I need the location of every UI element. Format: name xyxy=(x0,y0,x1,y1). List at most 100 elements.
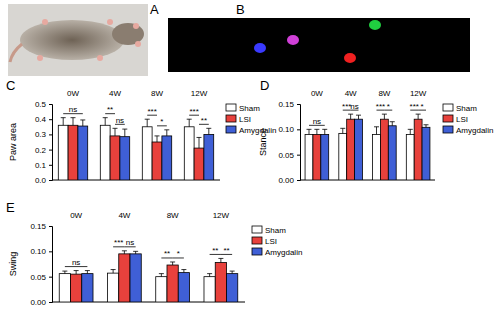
chart: D0.000.050.100.15Stance0W4W8W12Wns***ns*… xyxy=(258,78,493,185)
error-cap xyxy=(374,126,379,127)
tick-mark xyxy=(49,119,52,120)
error-stem xyxy=(350,114,351,119)
category-label: 8W xyxy=(378,89,390,98)
error-stem xyxy=(172,262,173,265)
significance-label: ns xyxy=(126,238,134,247)
error-cap xyxy=(356,115,361,116)
error-bar xyxy=(164,130,169,136)
bar xyxy=(130,254,141,302)
tick: 0.10 xyxy=(278,125,300,134)
tick: 0.4 xyxy=(35,115,52,124)
bar xyxy=(422,127,430,180)
error-stem xyxy=(384,114,385,119)
error-cap xyxy=(159,273,164,274)
significance-label: ns xyxy=(313,117,321,126)
error-bar xyxy=(181,270,186,273)
error-stem xyxy=(124,129,125,137)
error-cap xyxy=(390,121,395,122)
error-cap xyxy=(206,128,211,129)
bar xyxy=(313,134,321,180)
error-cap xyxy=(340,128,345,129)
error-stem xyxy=(73,118,74,126)
error-cap xyxy=(187,119,192,120)
bar xyxy=(156,277,167,302)
error-stem xyxy=(183,270,184,273)
error-stem xyxy=(209,274,210,277)
error-cap xyxy=(122,129,127,130)
significance-label: ns xyxy=(350,102,358,111)
significance-label: * xyxy=(160,117,163,126)
tick: 0.15 xyxy=(30,222,52,231)
bar xyxy=(68,125,78,180)
error-cap xyxy=(322,129,327,130)
tick-label: 0.3 xyxy=(35,130,47,139)
significance-label: * xyxy=(421,102,424,111)
bar xyxy=(58,125,68,180)
axis-title: Stance xyxy=(258,128,268,156)
axis-line xyxy=(49,105,53,181)
tick-mark xyxy=(297,129,300,130)
mouse-paw xyxy=(97,55,103,61)
tick: 0.3 xyxy=(35,130,52,139)
legend: ShamLSIAmygdalin xyxy=(252,226,302,257)
mouse-paw xyxy=(107,19,113,25)
tick-label: 0.4 xyxy=(35,115,47,124)
error-stem xyxy=(189,119,190,127)
tick-label: 0.2 xyxy=(35,146,47,155)
bar xyxy=(78,126,88,180)
error-stem xyxy=(410,129,411,134)
significance-label: ** xyxy=(223,246,229,255)
tick-mark xyxy=(297,155,300,156)
bar xyxy=(152,142,162,180)
figure: ABC0.00.10.20.30.40.5Paw area0W4W8W12Wns… xyxy=(0,0,500,331)
error-bar xyxy=(122,251,127,254)
bar xyxy=(178,273,189,302)
tick: 0.00 xyxy=(278,176,300,185)
tick-mark xyxy=(49,165,52,166)
bar xyxy=(194,148,204,180)
bar xyxy=(321,134,329,180)
significance-label: *** xyxy=(376,102,385,111)
bar xyxy=(406,134,414,180)
bar xyxy=(100,125,110,180)
error-bar xyxy=(322,129,327,134)
error-bar xyxy=(307,129,312,134)
bar xyxy=(339,133,347,180)
footprint xyxy=(287,35,299,45)
legend-label: Amygdalin xyxy=(456,126,493,135)
error-stem xyxy=(324,129,325,134)
legend-swatch xyxy=(252,248,262,255)
category-label: 0W xyxy=(70,211,82,220)
significance-label: ** xyxy=(212,246,218,255)
tick-mark xyxy=(49,104,52,105)
bar xyxy=(82,274,93,302)
legend: ShamLSIAmygdalin xyxy=(226,104,276,135)
error-bar xyxy=(85,271,90,274)
error-cap xyxy=(170,261,175,262)
error-cap xyxy=(348,114,353,115)
legend-swatch xyxy=(443,115,453,122)
mouse-paw xyxy=(37,55,43,61)
error-stem xyxy=(418,114,419,119)
error-stem xyxy=(82,120,83,126)
mouse-tail xyxy=(10,44,22,62)
tick: 0.1 xyxy=(35,161,52,170)
panel-b xyxy=(168,18,470,72)
tick-mark xyxy=(49,251,52,252)
tick: 0.5 xyxy=(35,100,52,109)
error-bar xyxy=(145,119,150,127)
legend-label: Sham xyxy=(239,104,260,113)
category-label: 12W xyxy=(191,89,208,98)
legend-swatch xyxy=(443,104,453,111)
error-cap xyxy=(424,124,429,125)
error-cap xyxy=(113,128,118,129)
error-stem xyxy=(63,118,64,126)
bar xyxy=(204,134,214,180)
tick-mark xyxy=(297,180,300,181)
error-stem xyxy=(157,136,158,142)
legend-swatch xyxy=(443,126,453,133)
legend-label: LSI xyxy=(456,115,468,124)
tick: 0.05 xyxy=(278,151,300,160)
error-stem xyxy=(309,129,310,134)
error-stem xyxy=(147,119,148,127)
